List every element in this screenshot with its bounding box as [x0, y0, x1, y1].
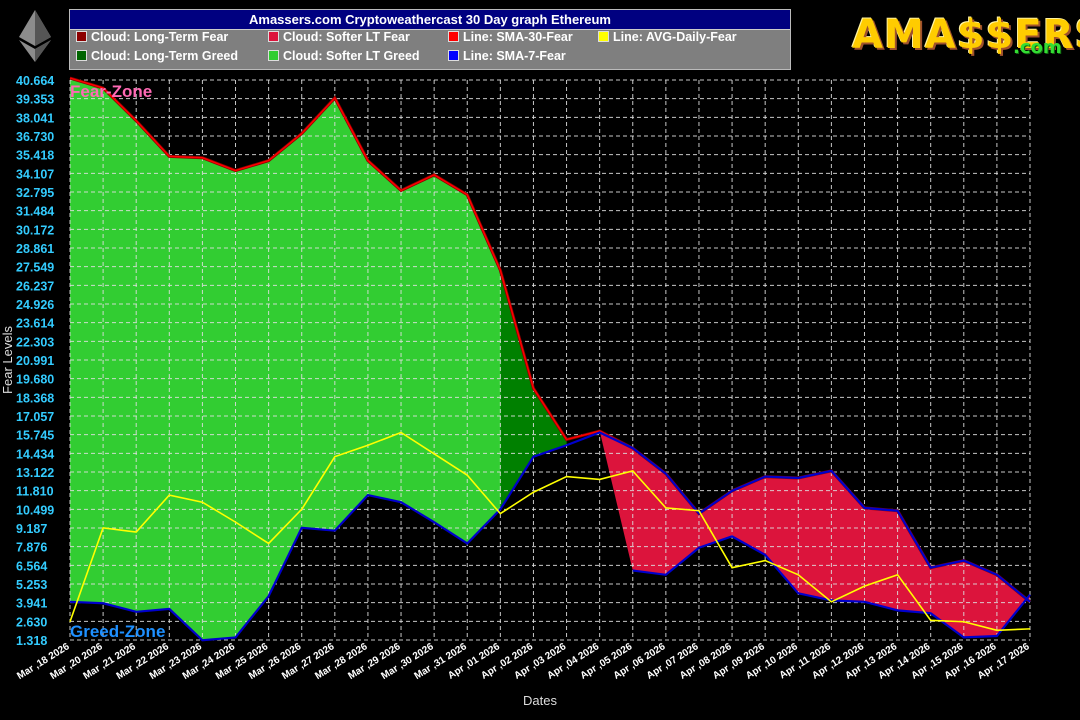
y-tick-label: 9.187: [16, 522, 47, 536]
y-tick-label: 14.434: [16, 447, 54, 461]
y-tick-label: 15.745: [16, 429, 54, 443]
y-tick-label: 10.499: [16, 503, 54, 517]
ethereum-logo-icon: [19, 10, 51, 67]
y-tick-label: 18.368: [16, 391, 54, 405]
amassers-logo: AMA$$ERS: [852, 12, 1080, 58]
y-tick-label: 28.861: [16, 242, 54, 256]
legend-swatch: [76, 50, 87, 61]
y-tick-label: 38.041: [16, 111, 54, 125]
y-tick-label: 7.876: [16, 541, 47, 555]
y-tick-label: 31.484: [16, 205, 54, 219]
y-tick-label: 13.122: [16, 466, 54, 480]
fear-zone-label: Fear-Zone: [70, 82, 152, 101]
legend-label: Line: AVG-Daily-Fear: [613, 30, 737, 44]
amassers-logo-suffix: .com: [1013, 37, 1062, 58]
legend-swatch: [448, 31, 459, 42]
y-tick-label: 36.730: [16, 130, 54, 144]
legend-label: Cloud: Long-Term Fear: [91, 30, 229, 44]
greed-cloud-area: [70, 78, 567, 641]
avg-daily-fear-line: [69, 431, 1031, 632]
legend-swatch: [76, 31, 87, 42]
y-tick-label: 40.664: [16, 74, 54, 88]
y-tick-label: 34.107: [16, 167, 54, 181]
legend-item: Cloud: Long-Term Greed: [76, 49, 238, 63]
greed-zone-label: Greed-Zone: [70, 622, 165, 641]
fear-cloud-area: [566, 431, 1030, 638]
legend-swatch: [448, 50, 459, 61]
x-axis-label: Dates: [523, 693, 557, 708]
legend-item: Cloud: Long-Term Fear: [76, 30, 228, 44]
legend-swatch: [268, 50, 279, 61]
legend-swatch: [268, 31, 279, 42]
y-tick-label: 27.549: [16, 261, 54, 275]
y-tick-label: 22.303: [16, 335, 54, 349]
y-tick-label: 39.353: [16, 93, 54, 107]
y-tick-label: 24.926: [16, 298, 54, 312]
y-tick-label: 23.614: [16, 317, 54, 331]
legend-label: Cloud: Long-Term Greed: [91, 49, 238, 63]
sma7-fear-line: [69, 431, 1031, 642]
legend-label: Line: SMA-30-Fear: [463, 30, 573, 44]
y-axis-label: Fear Levels: [0, 326, 15, 394]
y-tick-label: 35.418: [16, 149, 54, 163]
y-tick-label: 11.810: [16, 485, 54, 499]
legend-item: Cloud: Softer LT Fear: [268, 30, 410, 44]
legend-swatch: [598, 31, 609, 42]
y-tick-label: 17.057: [16, 410, 54, 424]
y-tick-label: 5.253: [16, 578, 47, 592]
legend-item: Cloud: Softer LT Greed: [268, 49, 420, 63]
y-tick-label: 30.172: [16, 223, 54, 237]
legend-label: Line: SMA-7-Fear: [463, 49, 566, 63]
y-tick-label: 26.237: [16, 279, 54, 293]
y-tick-label: 2.630: [16, 615, 47, 629]
y-tick-label: 32.795: [16, 186, 54, 200]
y-tick-label: 1.318: [16, 634, 47, 648]
legend: Amassers.com Cryptoweathercast 30 Day gr…: [69, 9, 791, 70]
y-tick-label: 6.564: [16, 559, 47, 573]
legend-item: Line: AVG-Daily-Fear: [598, 30, 737, 44]
y-tick-label: 19.680: [16, 373, 54, 387]
chart-title: Amassers.com Cryptoweathercast 30 Day gr…: [70, 10, 790, 30]
legend-label: Cloud: Softer LT Greed: [283, 49, 420, 63]
fear-cloud-lower-line: [632, 535, 1031, 639]
y-tick-label: 3.941: [16, 597, 47, 611]
legend-item: Line: SMA-30-Fear: [448, 30, 573, 44]
legend-item: Line: SMA-7-Fear: [448, 49, 566, 63]
legend-label: Cloud: Softer LT Fear: [283, 30, 410, 44]
y-tick-label: 20.991: [16, 354, 54, 368]
